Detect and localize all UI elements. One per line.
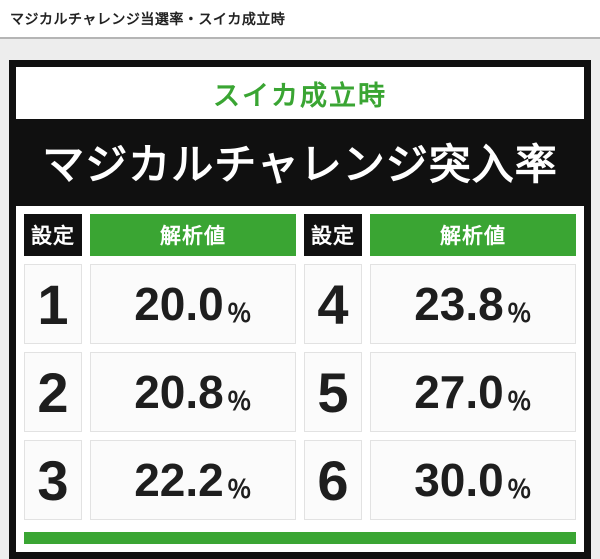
value-number: 20.0 xyxy=(134,278,224,330)
value-number: 30.0 xyxy=(414,454,504,506)
table-subtitle: スイカ成立時 xyxy=(213,81,387,111)
value-cell: 30.0 ％ xyxy=(370,440,576,520)
value-cell: 27.0 ％ xyxy=(370,352,576,432)
value-number: 23.8 xyxy=(414,278,504,330)
percent-sign: ％ xyxy=(226,300,252,328)
value-cell: 22.2 ％ xyxy=(90,440,296,520)
setting-cell: 3 xyxy=(24,440,82,520)
setting-cell: 4 xyxy=(304,264,362,344)
percent-sign: ％ xyxy=(506,388,532,416)
column-header-value-right: 解析値 xyxy=(370,214,576,256)
column-header-setting-right: 設定 xyxy=(304,214,362,256)
percent-sign: ％ xyxy=(226,388,252,416)
value-cell: 23.8 ％ xyxy=(370,264,576,344)
column-header-setting-left: 設定 xyxy=(24,214,82,256)
value-cell: 20.8 ％ xyxy=(90,352,296,432)
rate-table: スイカ成立時 マジカルチャレンジ突入率 設定 解析値 設定 解析値 1 20.0… xyxy=(9,60,591,559)
percent-sign: ％ xyxy=(506,476,532,504)
page-title: マジカルチャレンジ当選率・スイカ成立時 xyxy=(10,11,286,27)
rate-grid: 設定 解析値 設定 解析値 1 20.0 ％ 4 23.8 ％ 2 20.8 ％… xyxy=(16,206,584,528)
setting-cell: 5 xyxy=(304,352,362,432)
column-header-value-left: 解析値 xyxy=(90,214,296,256)
value-number: 27.0 xyxy=(414,366,504,418)
table-title-band: マジカルチャレンジ突入率 xyxy=(16,119,584,206)
value-cell: 20.0 ％ xyxy=(90,264,296,344)
next-section-header-partial xyxy=(24,532,576,544)
value-number: 20.8 xyxy=(134,366,224,418)
setting-cell: 6 xyxy=(304,440,362,520)
table-title: マジカルチャレンジ突入率 xyxy=(42,141,558,188)
value-number: 22.2 xyxy=(134,454,224,506)
percent-sign: ％ xyxy=(506,300,532,328)
percent-sign: ％ xyxy=(226,476,252,504)
setting-cell: 1 xyxy=(24,264,82,344)
setting-cell: 2 xyxy=(24,352,82,432)
breadcrumb-bar: マジカルチャレンジ当選率・スイカ成立時 xyxy=(0,0,600,39)
table-subtitle-band: スイカ成立時 xyxy=(16,67,584,119)
